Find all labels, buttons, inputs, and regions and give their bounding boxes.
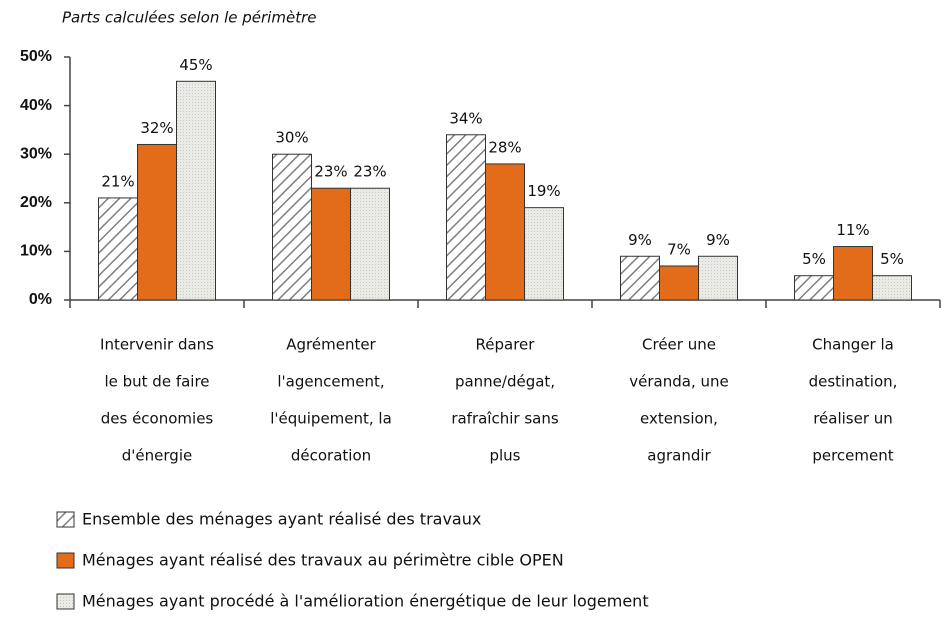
x-tick-label: le but de faire [104, 373, 209, 391]
value-label: 9% [628, 231, 652, 249]
value-label: 7% [667, 240, 691, 258]
x-tick-label: rafraîchir sans [451, 410, 559, 428]
value-label: 19% [527, 182, 560, 200]
x-tick-label: extension, [640, 410, 718, 428]
x-tick-label: d'énergie [122, 447, 192, 465]
x-tick-label: Agrémenter [286, 336, 376, 354]
legend-label: Ménages ayant procédé à l'amélioration é… [82, 592, 649, 611]
x-tick-label: Intervenir dans [100, 336, 214, 354]
x-tick-label: véranda, une [629, 373, 728, 391]
x-tick-label: décoration [291, 447, 371, 465]
value-label: 30% [275, 129, 308, 147]
value-label: 5% [802, 250, 826, 268]
legend-label: Ensemble des ménages ayant réalisé des t… [82, 510, 481, 529]
value-label: 32% [140, 119, 173, 137]
bar [350, 187, 390, 301]
x-tick-label: destination, [809, 373, 898, 391]
y-tick-label: 40% [20, 97, 52, 114]
value-label: 28% [488, 138, 521, 156]
legend-swatch [56, 552, 75, 569]
bar [659, 265, 699, 301]
bar [794, 275, 834, 301]
x-tick-label: des économies [101, 410, 214, 428]
bar [620, 255, 660, 301]
y-tick-label: 0% [29, 291, 52, 308]
legend-swatch [56, 593, 75, 610]
y-tick-label: 30% [20, 145, 52, 162]
value-label: 11% [836, 221, 869, 239]
y-tick-label: 50% [20, 48, 52, 65]
x-tick-label: réaliser un [813, 410, 893, 428]
bar [485, 163, 525, 301]
value-label: 9% [706, 231, 730, 249]
y-tick-label: 10% [20, 243, 52, 260]
bar [176, 80, 216, 301]
chart-subtitle: Parts calculées selon le périmètre [62, 9, 316, 27]
bar [446, 134, 486, 301]
value-label: 34% [449, 109, 482, 127]
value-label: 21% [101, 172, 134, 190]
legend-swatch [56, 511, 75, 528]
x-tick-label: l'agencement, [277, 373, 384, 391]
bar [272, 153, 312, 301]
bar [98, 197, 138, 301]
bar [311, 187, 351, 301]
bar [698, 255, 738, 301]
y-tick-label: 20% [20, 194, 52, 211]
value-label: 23% [353, 163, 386, 181]
x-tick-label: Créer une [642, 336, 716, 354]
value-label: 45% [179, 56, 212, 74]
legend-label: Ménages ayant réalisé des travaux au pér… [82, 551, 564, 570]
x-tick-label: Changer la [812, 336, 894, 354]
value-label: 5% [880, 250, 904, 268]
bar [524, 207, 564, 301]
value-label: 23% [314, 163, 347, 181]
bar [872, 275, 912, 301]
x-tick-label: agrandir [647, 447, 711, 465]
x-tick-label: plus [489, 447, 520, 465]
x-tick-label: l'équipement, la [270, 410, 392, 428]
bar [137, 143, 177, 301]
x-tick-label: panne/dégat, [455, 373, 555, 391]
bar [833, 246, 873, 301]
x-tick-label: Réparer [476, 336, 536, 354]
x-tick-label: percement [812, 447, 893, 465]
